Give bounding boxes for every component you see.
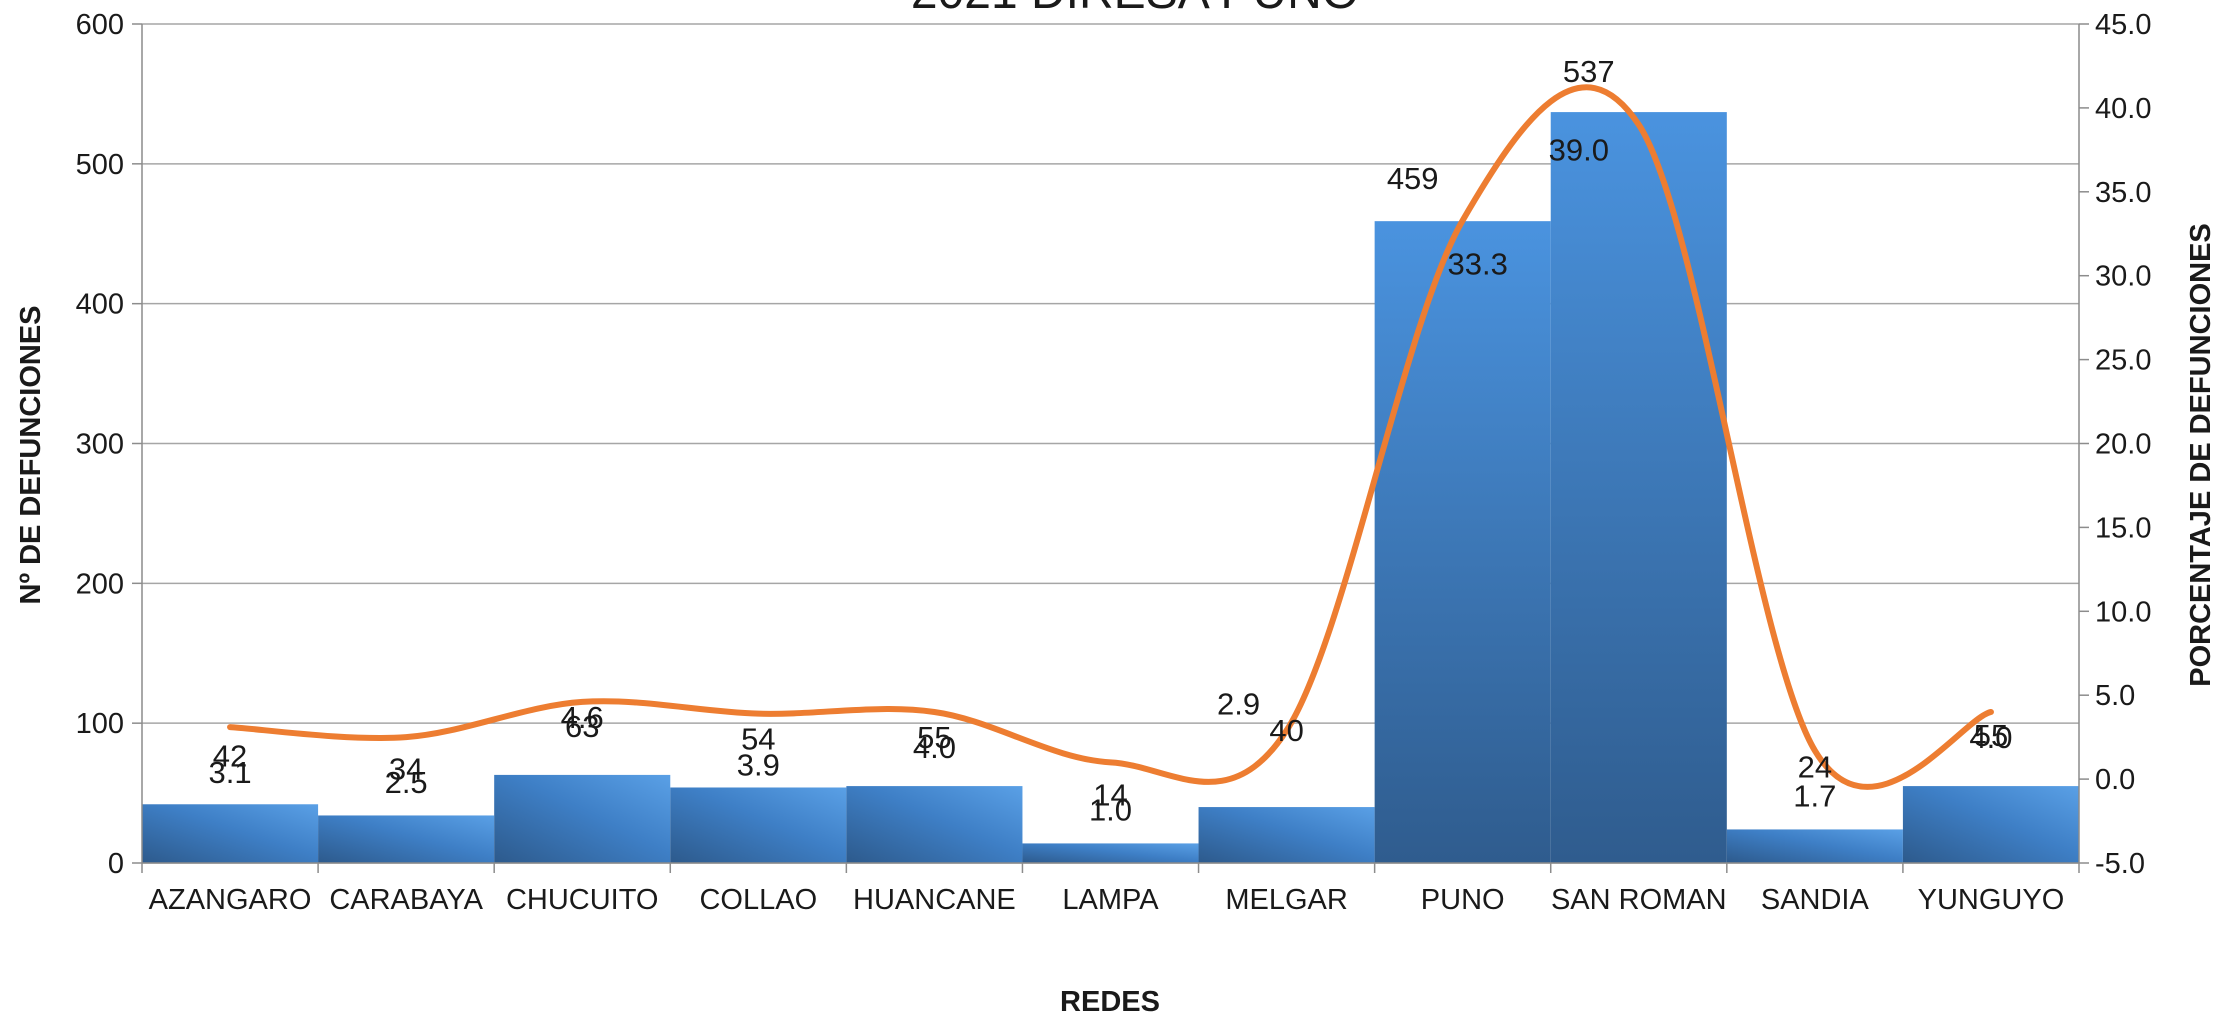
bar [1022, 843, 1199, 863]
bar-value-label: 459 [1387, 161, 1439, 196]
chart-title: 2021 DIRESA PUNO [911, 0, 1359, 19]
line-value-label: 3.9 [737, 748, 780, 783]
y2-tick-label: -5.0 [2095, 848, 2145, 880]
y-tick-label: 400 [76, 289, 124, 321]
axes: 0 100 200 300 400 500 600 -5.0 0.0 5.0 10.0 15.0 20.… [76, 9, 2152, 916]
y2-tick-label: 5.0 [2095, 680, 2135, 712]
bar-value-label: 63 [565, 709, 599, 744]
y2-tick-label: 35.0 [2095, 177, 2151, 209]
x-tick-label: LAMPA [1062, 884, 1159, 916]
bar-value-label: 42 [213, 738, 247, 773]
line-value-label: 1.0 [1089, 792, 1132, 827]
line-value-label: 33.3 [1448, 246, 1508, 281]
bar [318, 815, 495, 863]
x-tick-label: AZANGARO [149, 884, 312, 916]
bar-value-label: 54 [741, 721, 775, 756]
bar [1374, 221, 1551, 864]
bar-value-label: 55 [1974, 718, 2008, 753]
bar [142, 804, 319, 863]
y2-tick-label: 15.0 [2095, 512, 2151, 544]
x-tick-label: CARABAYA [329, 884, 483, 916]
line-value-label: 4.0 [1969, 720, 2012, 755]
bar-value-label: 24 [1798, 749, 1832, 784]
x-tick-label: SANDIA [1761, 884, 1870, 916]
line-value-label: 39.0 [1549, 133, 1609, 168]
x-tick-label: HUANCANE [853, 884, 1016, 916]
y-tick-label: 200 [76, 568, 124, 600]
y2-tick-label: 45.0 [2095, 9, 2151, 41]
x-tick-label: COLLAO [699, 884, 817, 916]
y-tick-label: 600 [76, 9, 124, 41]
bar [1550, 112, 1727, 864]
x-tick-label: SAN ROMAN [1551, 884, 1727, 916]
y2-tick-label: 10.0 [2095, 596, 2151, 628]
y2-axis-label: PORCENTAJE DE DEFUNCIONES [2185, 223, 2217, 687]
y-tick-label: 300 [76, 429, 124, 461]
line-value-label: 2.9 [1217, 686, 1260, 721]
y-axis-label: Nº DE DEFUNCIONES [15, 305, 47, 604]
x-tick-label: YUNGUYO [1918, 884, 2065, 916]
bar-value-label: 34 [389, 751, 423, 786]
y2-tick-label: 20.0 [2095, 429, 2151, 461]
line-value-label: 1.7 [1793, 779, 1836, 814]
y-tick-label: 500 [76, 149, 124, 181]
y2-tick-label: 25.0 [2095, 345, 2151, 377]
bar [846, 786, 1023, 863]
line-value-label: 4.0 [913, 730, 956, 765]
bar-value-label: 40 [1269, 713, 1303, 748]
line-value-label: 4.6 [561, 700, 604, 735]
bar [1902, 786, 2079, 863]
y-tick-label: 100 [76, 708, 124, 740]
bar [670, 787, 847, 863]
bar [1198, 807, 1375, 863]
y2-tick-label: 0.0 [2095, 764, 2135, 796]
x-tick-label: MELGAR [1225, 884, 1347, 916]
y2-tick-label: 30.0 [2095, 261, 2151, 293]
x-tick-label: CHUCUITO [506, 884, 659, 916]
percentage-line [227, 84, 1994, 790]
x-axis-label: REDES [1060, 986, 1160, 1014]
line-value-label: 2.5 [385, 765, 428, 800]
bar-value-label: 55 [917, 720, 951, 755]
bar-value-label: 537 [1563, 54, 1615, 89]
y-tick-label: 0 [108, 848, 124, 880]
line-series [227, 84, 1994, 790]
bar [1726, 829, 1903, 863]
x-tick-label: PUNO [1421, 884, 1505, 916]
line-value-label: 3.1 [208, 755, 251, 790]
gridlines [142, 23, 2079, 864]
bar-series [142, 112, 2079, 864]
bar-value-label: 14 [1093, 777, 1127, 812]
data-labels: 42 34 63 54 55 14 40 459 537 24 55 3.1 2.5 4.6 3.9 4.0 1… [208, 54, 2012, 827]
bar [494, 774, 671, 863]
y2-tick-label: 40.0 [2095, 93, 2151, 125]
